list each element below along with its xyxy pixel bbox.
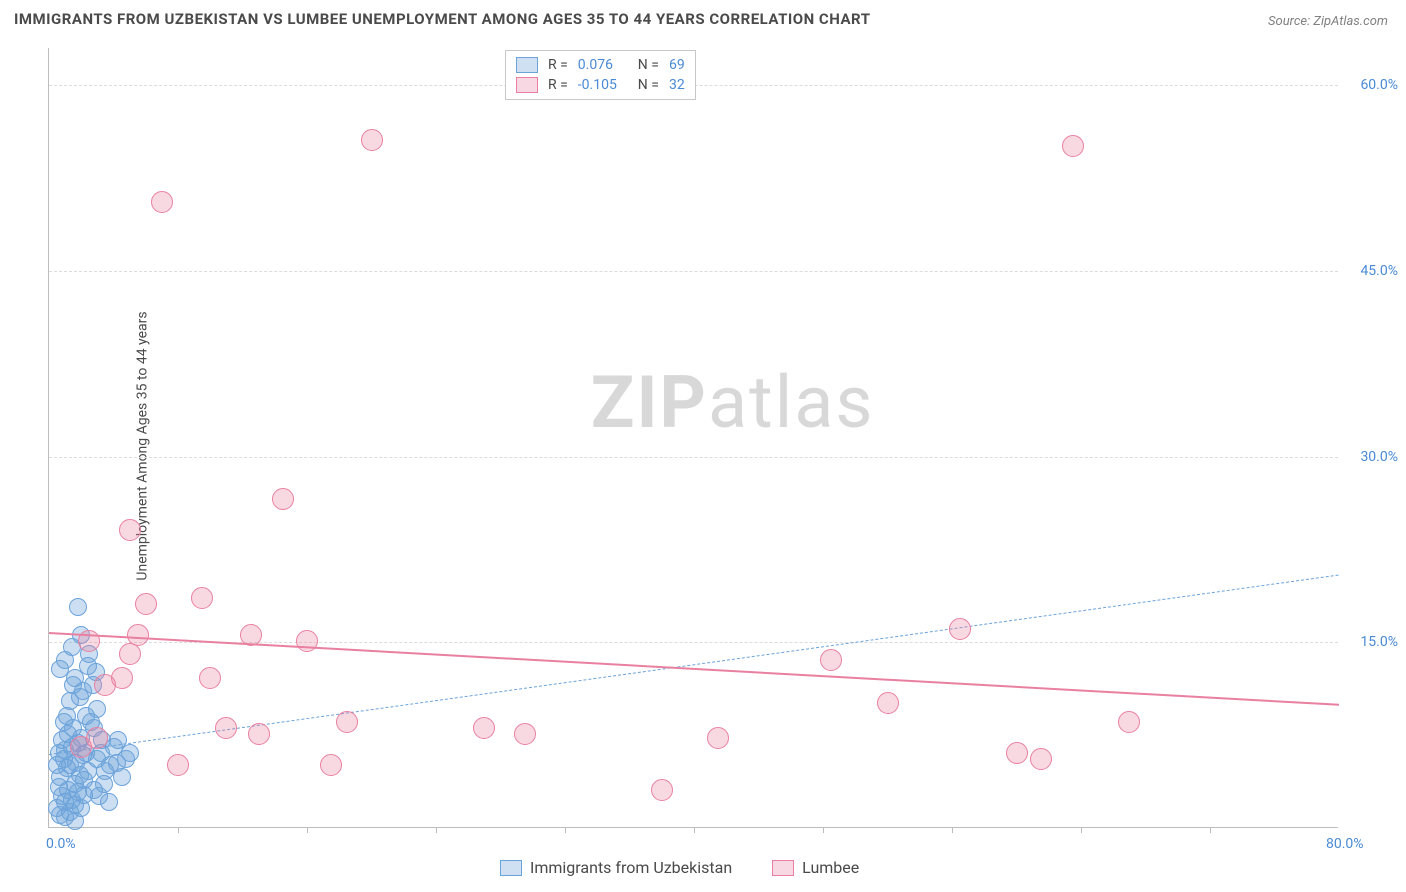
data-point: [111, 667, 133, 689]
data-point: [514, 723, 536, 745]
xtick: [1081, 827, 1082, 833]
n-label: N =: [638, 57, 659, 73]
x-origin-label: 0.0%: [46, 836, 76, 852]
legend-swatch: [500, 860, 522, 876]
data-point: [707, 727, 729, 749]
data-point: [1062, 135, 1084, 157]
source-label: Source: ZipAtlas.com: [1268, 14, 1388, 29]
data-point: [113, 768, 131, 786]
legend-item: Immigrants from Uzbekistan: [500, 858, 732, 877]
xtick: [436, 827, 437, 833]
r-value: 0.076: [578, 57, 628, 73]
data-point: [100, 793, 118, 811]
data-point: [877, 692, 899, 714]
r-value: -0.105: [578, 77, 628, 93]
data-point: [69, 598, 87, 616]
data-point: [320, 754, 342, 776]
xtick: [694, 827, 695, 833]
ytick-label: 15.0%: [1343, 634, 1398, 650]
ytick-label: 30.0%: [1343, 449, 1398, 465]
r-label: R =: [548, 57, 568, 73]
legend-label: Immigrants from Uzbekistan: [530, 858, 732, 877]
chart-title: IMMIGRANTS FROM UZBEKISTAN VS LUMBEE UNE…: [14, 10, 870, 28]
legend-series: Immigrants from Uzbekistan Lumbee: [500, 858, 859, 877]
legend-swatch: [516, 77, 538, 93]
data-point: [820, 649, 842, 671]
data-point: [1006, 742, 1028, 764]
n-label: N =: [638, 77, 659, 93]
data-point: [151, 191, 173, 213]
n-value: 69: [669, 57, 685, 73]
trend-line: [49, 632, 1339, 706]
watermark-bold: ZIP: [591, 360, 708, 445]
gridline: [49, 271, 1338, 272]
legend-row: R = 0.076 N = 69: [516, 57, 685, 73]
data-point: [135, 593, 157, 615]
ytick-label: 60.0%: [1343, 77, 1398, 93]
data-point: [272, 488, 294, 510]
data-point: [248, 723, 270, 745]
data-point: [167, 754, 189, 776]
x-max-label: 80.0%: [1326, 836, 1364, 852]
xtick: [178, 827, 179, 833]
n-value: 32: [669, 77, 685, 93]
data-point: [949, 618, 971, 640]
legend-row: R = -0.105 N = 32: [516, 77, 685, 93]
data-point: [66, 812, 84, 830]
data-point: [109, 731, 127, 749]
data-point: [361, 129, 383, 151]
legend-correlation: R = 0.076 N = 69 R = -0.105 N = 32: [505, 50, 696, 100]
legend-swatch: [516, 57, 538, 73]
legend-swatch: [772, 860, 794, 876]
trend-line: [49, 574, 1339, 755]
data-point: [191, 587, 213, 609]
gridline: [49, 457, 1338, 458]
data-point: [86, 727, 108, 749]
watermark: ZIPatlas: [591, 360, 875, 445]
xtick: [823, 827, 824, 833]
xtick: [1210, 827, 1211, 833]
watermark-light: atlas: [708, 360, 875, 445]
data-point: [1030, 748, 1052, 770]
data-point: [95, 775, 113, 793]
data-point: [473, 717, 495, 739]
data-point: [119, 519, 141, 541]
xtick: [565, 827, 566, 833]
data-point: [199, 667, 221, 689]
data-point: [127, 624, 149, 646]
r-label: R =: [548, 77, 568, 93]
xtick: [952, 827, 953, 833]
legend-label: Lumbee: [802, 858, 859, 877]
legend-item: Lumbee: [772, 858, 859, 877]
data-point: [1118, 711, 1140, 733]
data-point: [215, 717, 237, 739]
data-point: [336, 711, 358, 733]
ytick-label: 45.0%: [1343, 263, 1398, 279]
plot-area: ZIPatlas 15.0%30.0%45.0%60.0%: [48, 48, 1338, 828]
data-point: [50, 778, 68, 796]
data-point: [651, 779, 673, 801]
data-point: [296, 630, 318, 652]
xtick: [307, 827, 308, 833]
